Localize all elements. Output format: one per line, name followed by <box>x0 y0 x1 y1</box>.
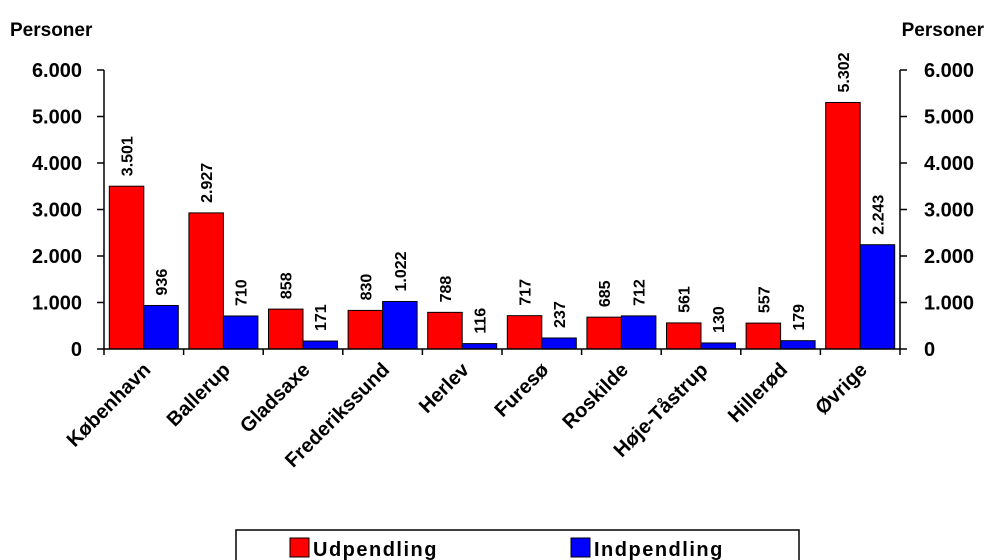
value-label-indpendling-roskilde: 712 <box>632 279 649 306</box>
left-tick-label: 3.000 <box>32 200 82 222</box>
value-label-udpendling-gladsaxe: 858 <box>279 272 296 299</box>
bar-indpendling-hoje-tastrup <box>700 342 736 350</box>
bar-indpendling-frederikssund <box>382 300 418 350</box>
bar-udpendling-roskilde <box>586 316 622 350</box>
bars-group <box>108 101 896 350</box>
legend-box <box>235 529 800 560</box>
value-label-indpendling-kobenhavn: 936 <box>154 269 171 296</box>
bar-udpendling-ovrige <box>825 101 861 350</box>
category-label-gladsaxe: Gladsaxe <box>236 359 314 437</box>
category-label-roskilde: Roskilde <box>558 359 633 434</box>
bar-udpendling-kobenhavn <box>108 185 145 350</box>
right-tick-label: 4.000 <box>924 153 974 175</box>
bar-indpendling-ballerup <box>222 315 259 350</box>
legend: Udpendling Indpendling <box>235 529 800 560</box>
bar-udpendling-herlev <box>427 311 463 350</box>
bar-indpendling-hillerod <box>780 340 816 350</box>
bar-udpendling-hoje-tastrup <box>666 322 702 350</box>
value-label-udpendling-roskilde: 685 <box>597 280 614 307</box>
legend-label-indpendling: Indpendling <box>594 539 724 560</box>
left-y-axis: 0 1.000 2.000 3.000 4.000 5.000 6.000 <box>32 60 105 361</box>
value-label-udpendling-hoje-tastrup: 561 <box>677 286 694 313</box>
value-label-indpendling-ovrige: 2.243 <box>870 195 887 235</box>
bar-indpendling-fureso <box>541 337 577 350</box>
left-tick-label: 0 <box>71 339 82 361</box>
bar-indpendling-roskilde <box>620 315 657 350</box>
value-labels-group: 3.501 2.927 858 830 788 717 685 561 557 5.302 936 7… <box>120 52 888 333</box>
value-label-indpendling-fureso: 237 <box>552 301 569 328</box>
bar-udpendling-frederikssund <box>347 309 384 350</box>
value-label-udpendling-fureso: 717 <box>518 279 535 306</box>
value-label-indpendling-ballerup: 710 <box>234 279 251 306</box>
bar-udpendling-ballerup <box>188 212 224 350</box>
left-tick-label: 5.000 <box>32 107 82 129</box>
left-tick-label: 2.000 <box>32 246 82 268</box>
category-label-hillerod: Hillerød <box>724 359 792 427</box>
right-tick-label: 0 <box>924 339 935 361</box>
value-label-udpendling-kobenhavn: 3.501 <box>120 136 137 176</box>
right-tick-label: 1.000 <box>924 293 974 315</box>
right-tick-label: 2.000 <box>924 246 974 268</box>
bar-indpendling-herlev <box>461 343 498 350</box>
left-axis-title: Personer <box>10 20 93 41</box>
bar-udpendling-gladsaxe <box>268 308 304 350</box>
value-label-udpendling-frederikssund: 830 <box>358 274 375 301</box>
value-label-udpendling-ballerup: 2.927 <box>199 163 216 203</box>
bar-indpendling-gladsaxe <box>302 340 338 350</box>
right-y-axis: 0 1.000 2.000 3.000 4.000 5.000 6.000 <box>899 60 974 361</box>
x-axis <box>103 348 901 355</box>
bar-indpendling-kobenhavn <box>143 304 179 350</box>
right-tick-label: 6.000 <box>924 60 974 82</box>
left-tick-label: 1.000 <box>32 293 82 315</box>
value-label-indpendling-gladsaxe: 171 <box>313 304 330 331</box>
value-label-udpendling-hillerod: 557 <box>756 286 773 313</box>
right-tick-label: 5.000 <box>924 107 974 129</box>
category-label-ballerup: Ballerup <box>163 359 235 431</box>
category-label-kobenhavn: København <box>63 359 156 452</box>
value-label-udpendling-herlev: 788 <box>438 276 455 303</box>
legend-swatch-udpendling <box>289 537 310 558</box>
legend-swatch-indpendling <box>570 537 591 558</box>
right-axis-title: Personer <box>902 20 985 41</box>
legend-label-udpendling: Udpendling <box>313 539 438 560</box>
left-tick-label: 6.000 <box>32 60 82 82</box>
value-label-indpendling-hillerod: 179 <box>791 304 808 331</box>
value-label-indpendling-hoje-tastrup: 130 <box>711 306 728 333</box>
value-label-indpendling-herlev: 116 <box>472 308 489 334</box>
left-tick-label: 4.000 <box>32 153 82 175</box>
bar-udpendling-fureso <box>506 315 543 350</box>
right-tick-label: 3.000 <box>924 200 974 222</box>
bar-udpendling-hillerod <box>745 322 782 350</box>
value-label-udpendling-ovrige: 5.302 <box>836 52 853 92</box>
category-label-fureso: Furesø <box>491 358 554 421</box>
value-label-indpendling-frederikssund: 1.022 <box>393 251 410 291</box>
category-label-ovrige: Øvrige <box>811 359 871 419</box>
bar-indpendling-ovrige <box>859 244 896 350</box>
category-label-herlev: Herlev <box>415 358 474 417</box>
